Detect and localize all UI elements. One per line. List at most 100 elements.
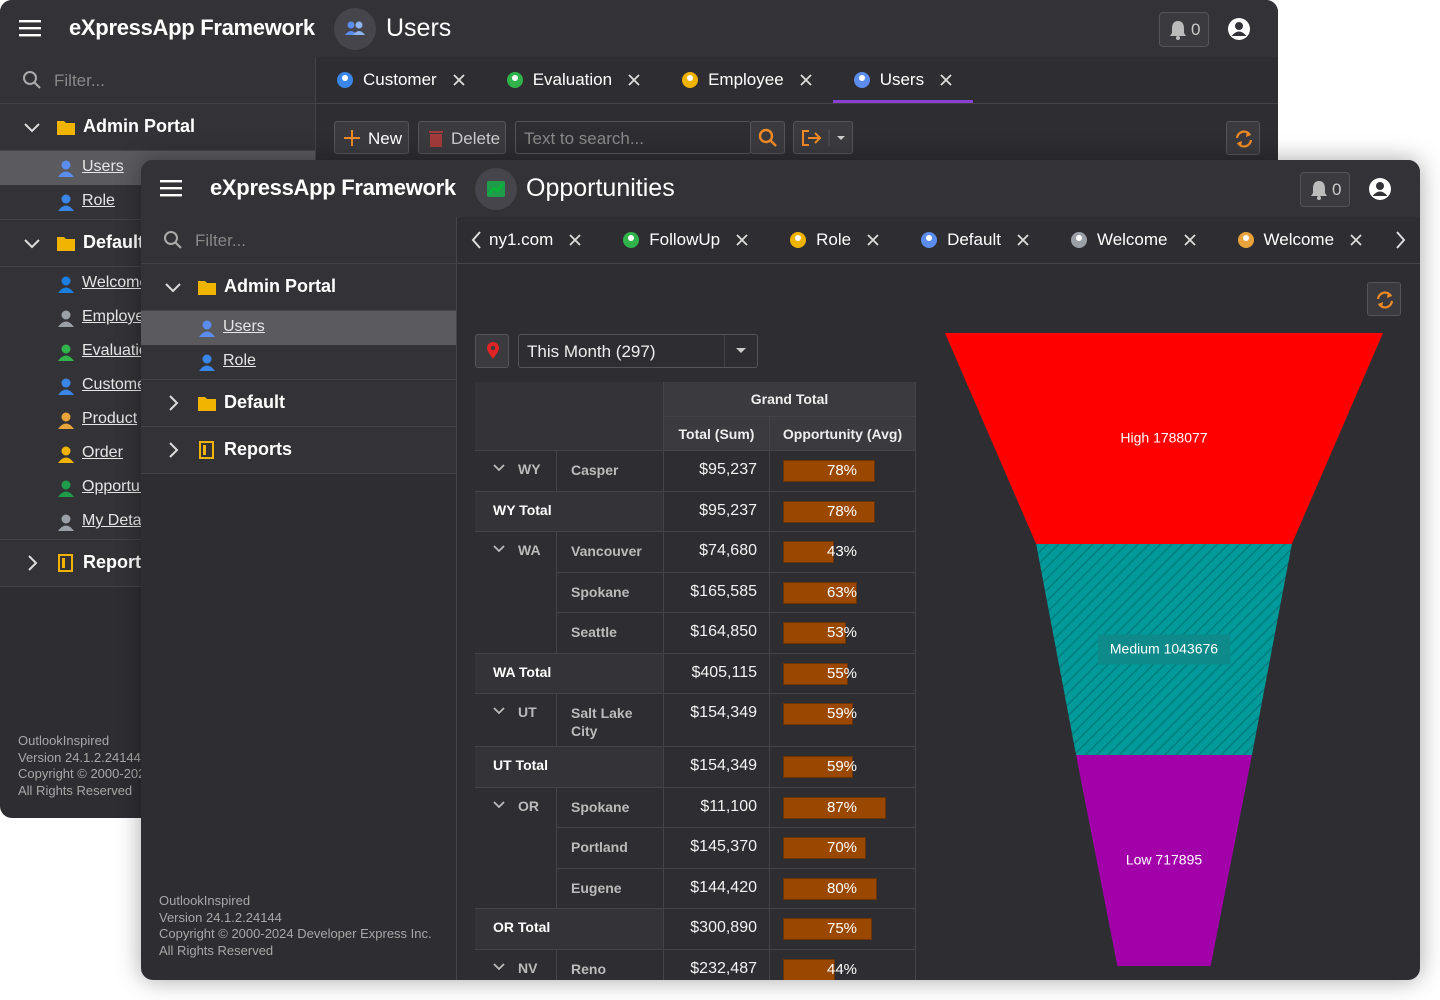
actions-button[interactable] [793, 121, 853, 154]
nav-item-icon [58, 160, 74, 177]
city-cell: Spokane [557, 787, 664, 828]
opportunity-cell: 78% [770, 491, 916, 532]
nav-filter[interactable]: Filter... [141, 217, 456, 264]
city-cell-text: Salt Lake City [571, 705, 633, 739]
tab-close [736, 234, 748, 246]
notifications-button[interactable]: 0 [1159, 12, 1209, 47]
tab-label: Users [879, 70, 925, 89]
search-button[interactable] [750, 121, 785, 154]
opportunity-cell: 80% [770, 868, 916, 909]
total-cell-text: $145,370 [690, 838, 757, 855]
funnel-segment [945, 333, 1383, 544]
tab-icon [337, 72, 353, 88]
opportunity-label: 70% [826, 839, 858, 856]
expand-chevron [493, 800, 505, 808]
new-button[interactable]: New [334, 121, 409, 154]
nav-item-icon [58, 344, 74, 361]
nav-group-label: Reports [224, 439, 293, 459]
total-cell: $145,370 [664, 828, 770, 869]
pivot-corner [475, 382, 664, 451]
state-cell-text: WY [518, 461, 541, 477]
tab-close [1350, 234, 1362, 246]
report-icon [58, 554, 73, 572]
tab[interactable]: ny1.com [485, 217, 602, 263]
tab[interactable]: Welcome [1217, 217, 1384, 263]
opportunity-bar [783, 958, 835, 980]
filter-placeholder: Filter... [195, 231, 247, 250]
city-cell-text: Vancouver [571, 543, 642, 559]
menu-button[interactable] [19, 19, 41, 37]
city-cell-text: Reno [571, 960, 606, 977]
nav-group[interactable]: Reports [141, 427, 456, 474]
total-cell-text: $95,237 [699, 461, 757, 478]
segment-label: Low 717895 [1126, 851, 1203, 867]
pin-button[interactable] [475, 334, 509, 368]
nav-item[interactable]: Role [141, 345, 456, 380]
tab-icon [790, 232, 807, 248]
period-filter[interactable]: This Month (297) [518, 334, 758, 368]
opportunity-bar [783, 877, 878, 900]
tab[interactable]: Users [832, 57, 974, 103]
total-cell: $164,850 [664, 613, 770, 654]
search-box[interactable]: Text to search... [515, 121, 751, 154]
nav-item[interactable]: Users [141, 311, 456, 345]
nav-item-label: My Details [82, 512, 157, 529]
funnel-chart: High 1788077 Medium 1043676 Low 717895 [945, 333, 1383, 966]
refresh-button[interactable] [1226, 121, 1260, 155]
opportunity-cell: 44% [770, 949, 916, 980]
tab[interactable]: Role [769, 217, 900, 263]
tab-label: Role [816, 230, 852, 249]
chevron [169, 442, 179, 458]
delete-button[interactable]: Delete [418, 121, 506, 154]
opportunity-label: 75% [826, 920, 858, 937]
tab[interactable]: Customer [316, 57, 486, 103]
opportunity-cell: 53% [770, 613, 916, 654]
nav-item-icon [58, 446, 74, 463]
tab[interactable]: Welcome [1050, 217, 1217, 263]
search-icon [23, 71, 41, 89]
opportunity-cell: 78% [770, 451, 916, 492]
total-cell: $95,237 [664, 451, 770, 492]
state-cell: WA [475, 532, 557, 654]
column-header: Opportunity (Avg) [770, 417, 916, 451]
nav-item-icon [58, 480, 74, 497]
tab[interactable]: Default [900, 217, 1050, 263]
nav-group[interactable]: Admin Portal [0, 104, 315, 151]
total-cell: $154,349 [664, 747, 770, 788]
tab-icon [506, 72, 523, 88]
tab-close [453, 74, 465, 86]
tab-label: Default [947, 230, 1001, 249]
nav-filter[interactable]: Filter... [0, 57, 315, 104]
tab-close [867, 234, 879, 246]
scroll-left [471, 231, 481, 249]
notifications-button[interactable]: 0 [1300, 172, 1350, 207]
tab[interactable]: Employee [661, 57, 833, 103]
tab[interactable]: Evaluation [486, 57, 661, 103]
account-button[interactable] [1368, 177, 1392, 201]
tab-close [628, 74, 640, 86]
nav-group[interactable]: Admin Portal [141, 264, 456, 311]
segment-value: 717895 [1155, 851, 1202, 867]
segment-value: 1788077 [1153, 429, 1208, 445]
opportunity-label: 87% [826, 798, 858, 816]
new-label: New [368, 129, 403, 148]
refresh-button[interactable] [1367, 282, 1401, 316]
nav-group[interactable]: Default [141, 380, 456, 427]
state-cell-text: NV [518, 959, 538, 976]
city-cell: Vancouver [557, 532, 664, 573]
total-cell: $232,487 [664, 949, 770, 980]
account-button[interactable] [1227, 17, 1251, 41]
city-cell: Seattle [557, 613, 664, 654]
menu-button[interactable] [160, 179, 182, 197]
tab[interactable]: FollowUp [602, 217, 769, 263]
opportunity-cell: 55% [770, 653, 916, 694]
nav-group-label: Reports [83, 552, 152, 572]
grand-total-header-text: Grand Total [750, 391, 829, 407]
nav-item-label: Role [223, 352, 256, 369]
header: eXpressApp Framework Opportunities 0 [141, 160, 1420, 217]
delete-label: Delete [451, 129, 501, 148]
state-cell-text: OR [518, 797, 539, 814]
footer-line: Copyright © 2000-2024 Developer Express … [159, 926, 432, 941]
state-cell: WY [475, 451, 557, 492]
